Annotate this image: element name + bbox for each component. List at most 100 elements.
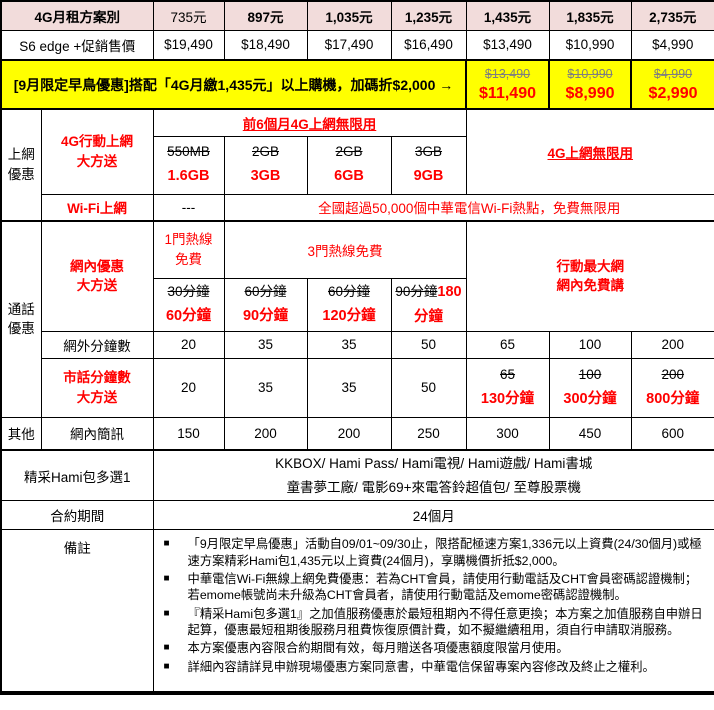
device-price: $10,990 — [548, 29, 632, 61]
onnet-minutes-row: 30分鐘 60分鐘 60分鐘 90分鐘 60分鐘 120分鐘 90分鐘180分鐘 — [1, 277, 714, 332]
label-onnet-promo: 網內優惠 大方送 — [40, 220, 154, 332]
offnet-minutes-value: 20 — [152, 330, 225, 359]
plan-price-header: 2,735元 — [630, 0, 714, 31]
device-price: $19,490 — [152, 29, 225, 61]
section-others: 其他 — [0, 416, 42, 451]
data-quota-cell: 3GB 9GB — [390, 135, 467, 195]
section-internet: 上網 優惠 — [0, 108, 42, 222]
old-quota: 2GB — [252, 144, 280, 160]
old-minutes: 90分鐘 — [395, 283, 438, 299]
onnet-minutes-cell: 90分鐘180分鐘 — [390, 277, 467, 332]
internet-header-row: 上網 優惠 4G行動上網 大方送 前6個月4G上網無限用 4G上網無限用 — [0, 108, 714, 222]
new-quota: 1.6GB — [167, 168, 210, 185]
note-text: 『精采Hami包多選1』之加值服務優惠於最短租期內不得任意更換；本方案之加值服務… — [187, 606, 703, 637]
old-minutes: 60分鐘 — [328, 283, 371, 299]
promo-banner: [9月限定早鳥優惠]搭配「4G月繳1,435元」以上購機，加碼折$2,000 → — [0, 59, 468, 110]
hami-options-line2: 童書夢工廠/ 電影69+來電答鈴超值包/ 至尊股票機 — [286, 479, 581, 495]
note-item: ■ 本方案優惠內容限合約期間有效，每月贈送各項優惠額度限當月使用。 — [164, 640, 709, 656]
note-item: ■ 『精采Hami包多選1』之加值服務優惠於最短租期內不得任意更換；本方案之加值… — [164, 606, 709, 639]
offnet-minutes-value: 100 — [548, 330, 632, 359]
sms-value: 450 — [548, 416, 632, 451]
promo-old-price: $13,490 — [484, 66, 531, 81]
section-calls: 通話 優惠 — [0, 220, 42, 418]
promo-new-price: $2,990 — [648, 84, 698, 102]
promo-deal-cell: $10,990 $8,990 — [548, 59, 633, 110]
bullet-marker: ■ — [163, 538, 170, 550]
landline-deal-cell: 200 800分鐘 — [630, 357, 714, 418]
new-minutes: 120分鐘 — [322, 307, 376, 324]
note-item: ■ 「9月限定早鳥優惠」活動自09/01~09/30止，限搭配極速方案1,336… — [164, 536, 709, 569]
landline-minutes-value: 20 — [152, 357, 225, 418]
data-quota-cell: 2GB 3GB — [223, 135, 308, 195]
data-quota-row: 550MB 1.6GB 2GB 3GB 2GB 6GB 3GB 9GB — [1, 135, 714, 195]
hami-row: 精采Hami包多選1 KKBOX/ Hami Pass/ Hami電視/ Ham… — [0, 449, 714, 502]
old-quota: 2GB — [335, 144, 363, 160]
old-minutes: 65 — [500, 366, 516, 382]
bullet-marker: ■ — [163, 607, 170, 619]
new-minutes: 180分鐘 — [414, 283, 462, 325]
offnet-minutes-value: 50 — [390, 330, 467, 359]
plan-header-label: 4G月租方案別 — [0, 0, 154, 31]
contract-row: 合約期間 24個月 — [0, 500, 714, 531]
plan-price-header: 897元 — [223, 0, 308, 31]
data-quota-cell: 2GB 6GB — [306, 135, 392, 195]
device-price: $13,490 — [465, 29, 550, 61]
calls-header-row: 通話 優惠 網內優惠 大方送 1門熱線 免費 3門熱線免費 行動最大網 網內免費… — [0, 220, 714, 418]
sms-value: 300 — [465, 416, 550, 451]
plan-price-header: 1,435元 — [465, 0, 550, 31]
landline-minutes-row: 市話分鐘數 大方送 20 35 35 50 65 130分鐘 100 300分鐘… — [1, 357, 714, 418]
label-landline-minutes: 市話分鐘數 大方送 — [40, 357, 154, 418]
bullet-marker: ■ — [163, 660, 170, 672]
wifi-hotspot-text: 全國超過50,000個中華電信Wi-Fi熱點，免費無限用 — [223, 193, 714, 222]
promo-row: [9月限定早鳥優惠]搭配「4G月繳1,435元」以上購機，加碼折$2,000 →… — [0, 59, 714, 110]
landline-minutes-value: 35 — [223, 357, 308, 418]
offnet-minutes-value: 200 — [630, 330, 714, 359]
header-hotline-1: 1門熱線 免費 — [152, 220, 225, 279]
header-hotline-3: 3門熱線免費 — [223, 220, 467, 279]
label-notes: 備註 — [0, 529, 154, 694]
landline-minutes-value: 50 — [390, 357, 467, 418]
plan-price-header: 1,835元 — [548, 0, 632, 31]
wifi-row: Wi-Fi上網 --- 全國超過50,000個中華電信Wi-Fi熱點，免費無限用 — [1, 193, 714, 222]
landline-deal-cell: 100 300分鐘 — [548, 357, 632, 418]
new-minutes: 130分鐘 — [480, 390, 535, 407]
landline-deal-cell: 65 130分鐘 — [465, 357, 550, 418]
landline-minutes-value: 35 — [306, 357, 392, 418]
bullet-marker: ■ — [163, 572, 170, 584]
bullet-marker: ■ — [163, 642, 170, 654]
new-minutes: 300分鐘 — [563, 390, 617, 407]
label-wifi: Wi-Fi上網 — [40, 193, 154, 222]
note-item: ■ 詳細內容請詳見申辦現場優惠方案同意書，中華電信保留專案內容修改及終止之權利。 — [164, 659, 709, 675]
offnet-minutes-value: 35 — [223, 330, 308, 359]
plan-price-header: 1,035元 — [306, 0, 392, 31]
data-quota-cell: 550MB 1.6GB — [152, 135, 225, 195]
old-minutes: 30分鐘 — [167, 283, 210, 299]
note-text: 本方案優惠內容限合約期間有效，每月贈送各項優惠額度限當月使用。 — [187, 641, 569, 656]
header-first6-unlimited: 前6個月4G上網無限用 — [152, 108, 467, 137]
device-price: $4,990 — [630, 29, 714, 61]
label-contract-period: 合約期間 — [0, 500, 154, 531]
old-quota: 3GB — [415, 144, 443, 160]
label-onnet-sms: 網內簡訊 — [40, 416, 154, 451]
sms-value: 250 — [390, 416, 467, 451]
onnet-minutes-cell: 30分鐘 60分鐘 — [152, 277, 225, 332]
label-offnet-minutes: 網外分鐘數 — [40, 330, 154, 359]
promo-new-price: $11,490 — [479, 84, 536, 102]
device-price: $17,490 — [306, 29, 392, 61]
old-quota: 550MB — [167, 144, 210, 160]
wifi-dash-cell: --- — [152, 193, 225, 222]
onnet-minutes-cell: 60分鐘 90分鐘 — [223, 277, 308, 332]
sms-value: 200 — [306, 416, 392, 451]
note-item: ■ 中華電信Wi-Fi無線上網免費優惠：若為CHT會員，請使用行動電話及CHT會… — [164, 571, 709, 604]
note-text: 中華電信Wi-Fi無線上網免費優惠：若為CHT會員，請使用行動電話及CHT會員密… — [187, 571, 698, 603]
note-text: 「9月限定早鳥優惠」活動自09/01~09/30止，限搭配極速方案1,336元以… — [187, 537, 702, 568]
new-minutes: 90分鐘 — [242, 307, 289, 324]
notes-row: 備註 ■ 「9月限定早鳥優惠」活動自09/01~09/30止，限搭配極速方案1,… — [0, 529, 714, 694]
hami-options-line1: KKBOX/ Hami Pass/ Hami電視/ Hami遊戲/ Hami書城 — [275, 456, 593, 471]
old-minutes: 200 — [661, 366, 685, 382]
sms-value: 600 — [630, 416, 714, 451]
promo-deal-cell: $4,990 $2,990 — [630, 59, 714, 110]
promo-new-price: $8,990 — [565, 84, 615, 102]
old-minutes: 100 — [578, 366, 602, 382]
plan-price-header: 735元 — [152, 0, 225, 31]
